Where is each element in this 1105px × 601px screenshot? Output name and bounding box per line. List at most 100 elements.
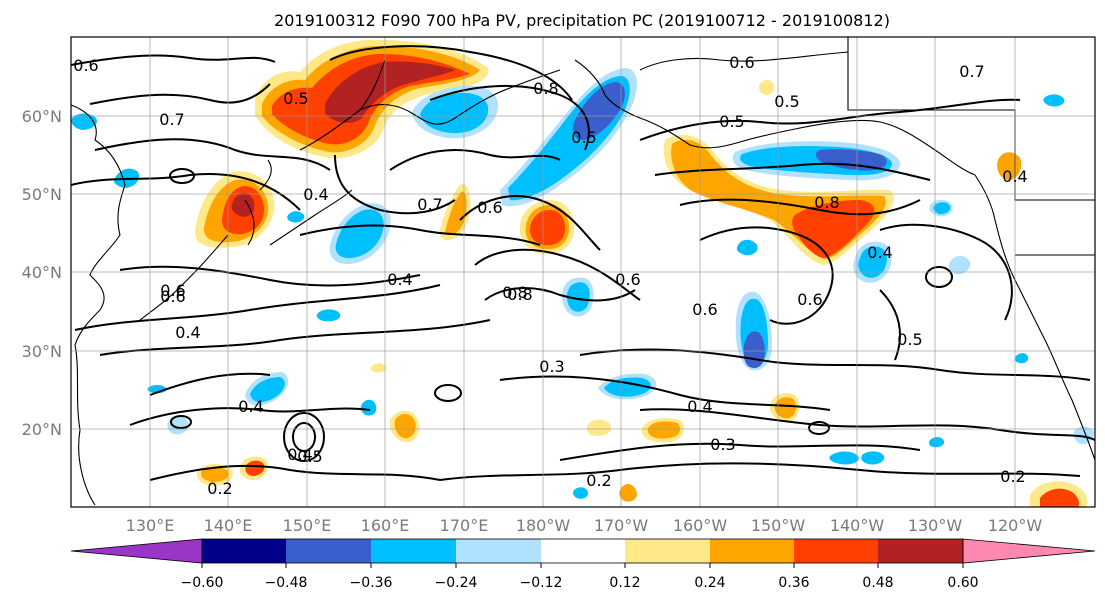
precip-shading-area (250, 377, 285, 403)
pv-contour-label: 0.2 (586, 471, 611, 490)
pv-contour-label: 0.5 (774, 92, 799, 111)
pv-contour-label: 0.6 (797, 290, 822, 309)
pv-contour-label: 0.6 (160, 287, 185, 306)
precipitation-shading (71, 39, 1095, 507)
pv-contour (639, 408, 1096, 441)
pv-contour (74, 284, 441, 331)
pv-contour (170, 415, 192, 429)
pv-contour-label: 0.7 (417, 195, 442, 214)
precip-shading-area (370, 363, 386, 373)
precip-shading-area (360, 399, 377, 416)
coastlines (70, 37, 1096, 506)
figure-title: 2019100312 F090 700 hPa PV, precipitatio… (274, 11, 890, 30)
pv-contour-label: 0.4 (287, 445, 312, 464)
longitude-label: 160°E (361, 516, 410, 535)
pv-contour (99, 319, 491, 356)
longitude-label: 180°W (516, 516, 571, 535)
precip-shading-area (1015, 353, 1029, 364)
pv-contour (70, 173, 301, 211)
coastline-alaska (574, 51, 976, 176)
colorbar-extend-high (962, 538, 1096, 564)
longitude-label: 130°E (126, 516, 175, 535)
longitude-label: 160°W (673, 516, 728, 535)
pv-contour-label: 0.5 (719, 112, 744, 131)
colorbar-tick-label: 0.48 (862, 575, 893, 591)
latitude-label: 60°N (22, 107, 62, 126)
colorbar-cell (456, 539, 541, 563)
pv-contour (299, 224, 541, 246)
coastline-kamchatka (299, 59, 561, 151)
pv-contour-label: 0.4 (867, 243, 892, 262)
coastline-north-america (974, 174, 1096, 461)
latitude-label: 20°N (22, 420, 62, 439)
pv-contour (334, 154, 456, 215)
precip-shading-area (245, 460, 265, 476)
precip-shading-area (566, 282, 590, 312)
pv-contour (579, 348, 1091, 381)
pv-contour-label: 0.5 (283, 89, 308, 108)
pv-contour-label: 0.8 (502, 283, 527, 302)
colorbar-cell (794, 539, 878, 563)
latitude-label: 40°N (22, 263, 62, 282)
precip-shading-area (929, 437, 945, 448)
colorbar-ticks: −0.60 −0.48 −0.36 −0.24 −0.12 0.12 0.24 0.36 0.4… (181, 563, 979, 591)
precip-shading-area (759, 79, 775, 95)
pv-contour-label: 0.6 (615, 270, 640, 289)
pv-contour-label: 0.5 (897, 330, 922, 349)
pv-contour (129, 407, 371, 426)
longitude-label: 120°W (988, 516, 1043, 535)
pv-contour-label: 0.8 (533, 79, 558, 98)
precip-shading-area (325, 61, 456, 123)
pv-contour (559, 442, 921, 461)
pv-contour (94, 138, 331, 171)
precip-shading-area (316, 309, 341, 322)
pv-contour-label: 0.4 (303, 185, 328, 204)
pv-contour (149, 464, 441, 481)
precip-shading-area (858, 246, 887, 278)
pv-contour (329, 45, 573, 101)
gridlines (71, 37, 1095, 507)
pv-contour (879, 223, 1013, 321)
pv-contour-label: 0.8 (507, 285, 532, 304)
precip-shading-area (586, 419, 612, 436)
pv-contour-label: 0.4 (387, 270, 412, 289)
colorbar-cell (625, 539, 710, 563)
pv-contour (654, 162, 931, 181)
precip-shading-area (604, 377, 651, 397)
pv-contour (459, 195, 601, 251)
pv-contour-label: 0.6 (477, 198, 502, 217)
longitude-label: 130°W (908, 516, 963, 535)
pv-contour-label: 0.2 (1000, 467, 1025, 486)
pv-contour (70, 54, 276, 66)
pv-contour-label: 0.8 (814, 193, 839, 212)
colorbar-cell (371, 539, 456, 563)
colorbar-cell (710, 539, 794, 563)
pv-contour (292, 422, 316, 452)
pv-contour (434, 384, 462, 402)
colorbar-cell (202, 539, 286, 563)
pv-contour-label: 0.5 (297, 447, 322, 466)
pv-contour (484, 287, 636, 302)
pv-contour-label: 0.7 (959, 62, 984, 81)
colorbar-tick-label: −0.12 (520, 575, 563, 591)
pv-contour (925, 266, 953, 288)
pv-contour (474, 248, 641, 301)
pv-contour (119, 265, 421, 287)
precip-shading-area (1040, 488, 1080, 507)
pv-contour-label: 0.3 (710, 435, 735, 454)
precip-shading-area (1073, 426, 1095, 445)
pv-contour-label: 0.6 (729, 53, 754, 72)
precip-shading-area (573, 487, 589, 499)
longitude-label: 150°W (751, 516, 806, 535)
pv-contours (70, 45, 1096, 481)
precip-shading-area (861, 451, 885, 465)
colorbar-tick-label: 0.60 (947, 575, 978, 591)
latitude-label: 30°N (22, 342, 62, 361)
precip-shading-area (619, 484, 637, 502)
precip-shading-area (420, 92, 489, 134)
map-panel: 0.60.70.50.60.40.7 0.60.80.80.50.6 0.70.50… (70, 36, 1096, 508)
latitude-labels: 60°N 50°N 40°N 30°N 20°N (22, 107, 62, 439)
colorbar-tick-label: −0.24 (435, 575, 478, 591)
precip-shading-area (287, 211, 305, 223)
